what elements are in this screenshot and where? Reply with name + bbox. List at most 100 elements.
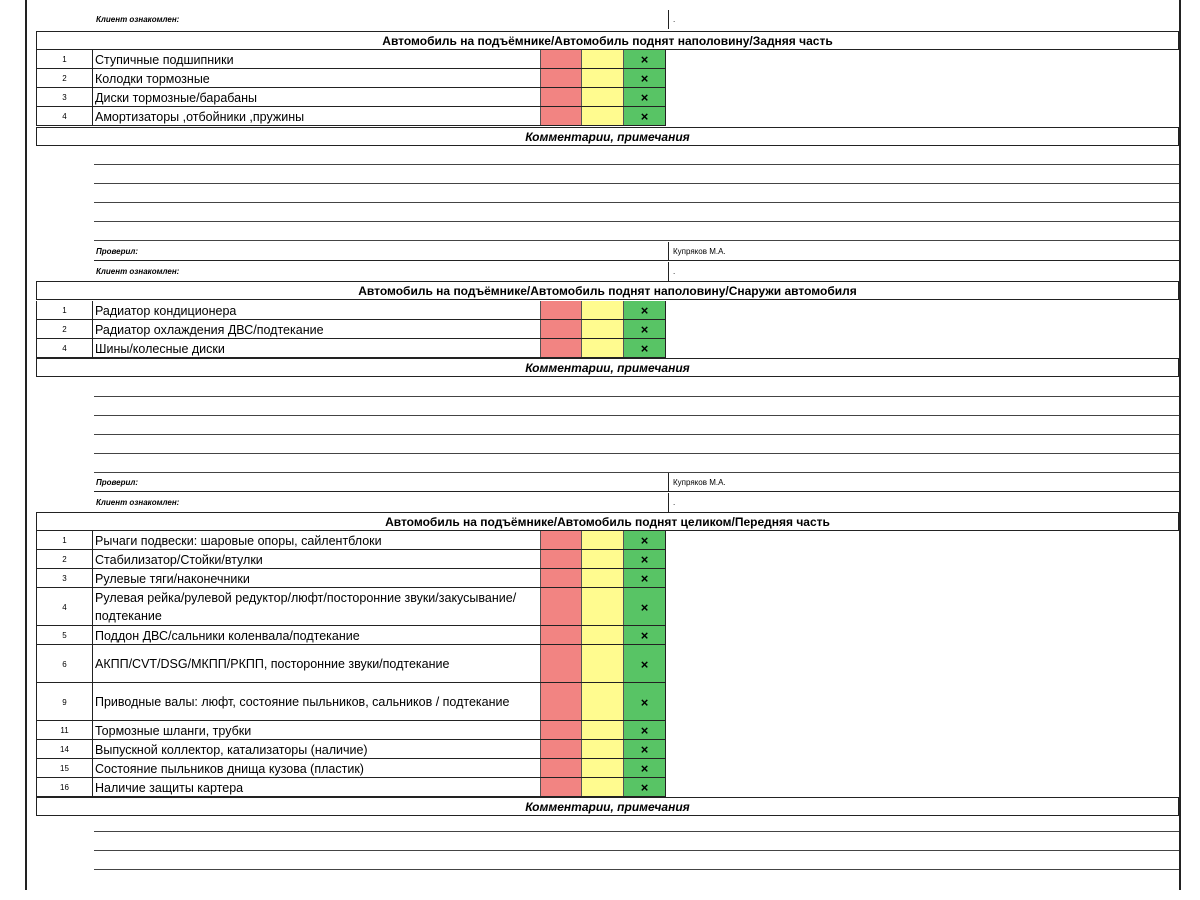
item-label: Выпускной коллектор, катализаторы (налич… xyxy=(95,742,368,757)
status-green-box-checked[interactable]: × xyxy=(624,778,666,797)
inspector-name[interactable]: Купряков М.А. xyxy=(668,473,1179,492)
status-red-box[interactable] xyxy=(540,531,582,550)
client-ack-value[interactable]: . xyxy=(668,493,1179,512)
section-title-row: Автомобиль на подъёмнике/Автомобиль подн… xyxy=(0,281,1200,300)
status-red-box[interactable] xyxy=(540,721,582,740)
checked-by-row: Проверил: Купряков М.А. xyxy=(0,242,1200,261)
status-green-box-checked[interactable]: × xyxy=(624,569,666,588)
status-red-box[interactable] xyxy=(540,107,582,126)
status-green-box-checked[interactable]: × xyxy=(624,683,666,721)
status-yellow-box[interactable] xyxy=(582,550,624,569)
status-green-box-checked[interactable]: × xyxy=(624,88,666,107)
status-yellow-box[interactable] xyxy=(582,759,624,778)
status-yellow-box[interactable] xyxy=(582,740,624,759)
item-number: 1 xyxy=(36,50,93,69)
note-line[interactable] xyxy=(94,831,1179,832)
status-red-box[interactable] xyxy=(540,339,582,358)
checked-by-row: Проверил: Купряков М.А. xyxy=(0,473,1200,492)
status-green-box-checked[interactable]: × xyxy=(624,339,666,358)
status-green-box-checked[interactable]: × xyxy=(624,626,666,645)
inspector-name[interactable]: Купряков М.А. xyxy=(668,242,1179,261)
comments-title: Комментарии, примечания xyxy=(36,358,1179,377)
status-green-box-checked[interactable]: × xyxy=(624,69,666,88)
status-yellow-box[interactable] xyxy=(582,88,624,107)
status-yellow-box[interactable] xyxy=(582,626,624,645)
item-separator xyxy=(36,319,666,320)
status-green-box-checked[interactable]: × xyxy=(624,550,666,569)
item-number: 3 xyxy=(36,88,93,107)
status-green-box-checked[interactable]: × xyxy=(624,759,666,778)
status-red-box[interactable] xyxy=(540,683,582,721)
status-yellow-box[interactable] xyxy=(582,50,624,69)
comments-header-row: Комментарии, примечания xyxy=(0,127,1200,146)
status-green-box-checked[interactable]: × xyxy=(624,320,666,339)
item-label: Приводные валы: люфт, состояние пыльнико… xyxy=(95,695,510,709)
item-number: 9 xyxy=(36,683,93,721)
note-line[interactable] xyxy=(94,202,1179,203)
note-line[interactable] xyxy=(94,472,1179,473)
client-ack-value[interactable]: . xyxy=(668,262,1179,281)
section-title: Автомобиль на подъёмнике/Автомобиль подн… xyxy=(36,31,1179,50)
client-ack-value[interactable]: . xyxy=(668,10,1179,29)
note-line[interactable] xyxy=(94,221,1179,222)
status-red-box[interactable] xyxy=(540,759,582,778)
status-red-box[interactable] xyxy=(540,588,582,626)
status-red-box[interactable] xyxy=(540,626,582,645)
status-yellow-box[interactable] xyxy=(582,721,624,740)
status-red-box[interactable] xyxy=(540,88,582,107)
note-line[interactable] xyxy=(94,869,1179,870)
item-number: 3 xyxy=(36,569,93,588)
note-line[interactable] xyxy=(94,164,1179,165)
status-green-box-checked[interactable]: × xyxy=(624,721,666,740)
item-number: 2 xyxy=(36,320,93,339)
status-yellow-box[interactable] xyxy=(582,339,624,358)
item-separator xyxy=(36,682,666,683)
status-yellow-box[interactable] xyxy=(582,320,624,339)
status-green-box-checked[interactable]: × xyxy=(624,588,666,626)
status-green-box-checked[interactable]: × xyxy=(624,531,666,550)
status-yellow-box[interactable] xyxy=(582,645,624,683)
item-number: 1 xyxy=(36,531,93,550)
note-line[interactable] xyxy=(94,183,1179,184)
status-yellow-box[interactable] xyxy=(582,588,624,626)
note-line[interactable] xyxy=(94,453,1179,454)
status-yellow-box[interactable] xyxy=(582,301,624,320)
status-red-box[interactable] xyxy=(540,50,582,69)
status-yellow-box[interactable] xyxy=(582,69,624,88)
note-line[interactable] xyxy=(94,396,1179,397)
status-red-box[interactable] xyxy=(540,569,582,588)
item-label: Радиатор кондиционера xyxy=(95,303,237,318)
status-red-box[interactable] xyxy=(540,778,582,797)
status-yellow-box[interactable] xyxy=(582,531,624,550)
item-label: Радиатор охлаждения ДВС/подтекание xyxy=(95,322,324,337)
status-red-box[interactable] xyxy=(540,301,582,320)
status-yellow-box[interactable] xyxy=(582,569,624,588)
status-yellow-box[interactable] xyxy=(582,778,624,797)
comments-header-row: Комментарии, примечания xyxy=(0,797,1200,816)
status-red-box[interactable] xyxy=(540,740,582,759)
status-green-box-checked[interactable]: × xyxy=(624,740,666,759)
note-line[interactable] xyxy=(94,434,1179,435)
note-line[interactable] xyxy=(94,850,1179,851)
checklist-item: 1 Ступичные подшипники × xyxy=(0,50,1200,69)
status-green-box-checked[interactable]: × xyxy=(624,50,666,69)
comments-header-row: Комментарии, примечания xyxy=(0,358,1200,377)
checklist-item: 9 Приводные валы: люфт, состояние пыльник… xyxy=(0,683,1200,721)
status-green-box-checked[interactable]: × xyxy=(624,645,666,683)
item-label: Рулевая рейка/рулевой редуктор/люфт/пост… xyxy=(95,591,517,623)
status-green-box-checked[interactable]: × xyxy=(624,107,666,126)
status-green-box-checked[interactable]: × xyxy=(624,301,666,320)
status-yellow-box[interactable] xyxy=(582,683,624,721)
status-red-box[interactable] xyxy=(540,320,582,339)
note-line[interactable] xyxy=(94,240,1179,241)
item-number: 11 xyxy=(36,721,93,740)
status-red-box[interactable] xyxy=(540,550,582,569)
note-line[interactable] xyxy=(94,415,1179,416)
section-title: Автомобиль на подъёмнике/Автомобиль подн… xyxy=(36,281,1179,300)
status-red-box[interactable] xyxy=(540,645,582,683)
item-number: 4 xyxy=(36,588,93,626)
item-label: Шины/колесные диски xyxy=(95,341,225,356)
status-red-box[interactable] xyxy=(540,69,582,88)
client-ack-row: Клиент ознакомлен:. xyxy=(0,262,1200,281)
status-yellow-box[interactable] xyxy=(582,107,624,126)
